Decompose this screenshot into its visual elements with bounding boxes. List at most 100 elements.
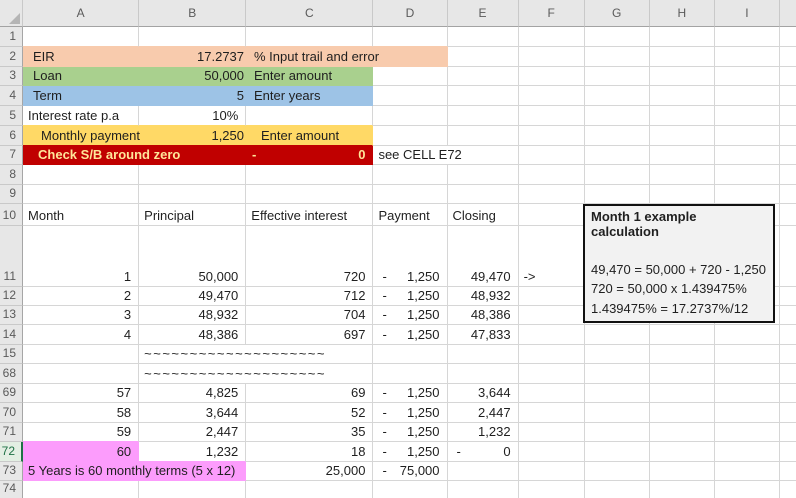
row-header-15[interactable]: 15 <box>0 345 24 364</box>
payment-cell[interactable]: - 1,250 <box>373 287 448 306</box>
cell[interactable] <box>246 106 374 126</box>
column-header-g[interactable]: G <box>584 0 650 27</box>
cell[interactable] <box>447 345 519 364</box>
cell[interactable] <box>518 165 585 185</box>
cell[interactable] <box>447 364 519 384</box>
interest-cell[interactable]: 52 <box>246 403 374 423</box>
cell[interactable] <box>649 384 715 403</box>
cell[interactable] <box>649 126 715 146</box>
cell[interactable] <box>23 345 140 364</box>
cell[interactable] <box>649 106 715 126</box>
row-header-9[interactable]: 9 <box>0 185 24 204</box>
cell[interactable] <box>373 67 448 86</box>
cell[interactable] <box>779 106 796 126</box>
cell[interactable] <box>584 345 650 364</box>
cell[interactable] <box>246 27 374 47</box>
cell[interactable] <box>373 481 448 498</box>
cell[interactable] <box>518 384 585 403</box>
cell[interactable] <box>373 126 448 146</box>
cell[interactable] <box>518 204 585 226</box>
cell[interactable] <box>447 27 519 47</box>
month-cell[interactable]: 58 <box>23 403 140 423</box>
payment-cell[interactable]: - 1,250 <box>373 384 448 403</box>
cell[interactable] <box>649 47 715 67</box>
cell[interactable] <box>23 481 140 498</box>
cell[interactable] <box>779 47 796 67</box>
cell[interactable] <box>518 47 585 67</box>
cell[interactable] <box>448 481 519 498</box>
cell[interactable] <box>518 462 585 481</box>
cell[interactable] <box>519 481 585 498</box>
payment-cell[interactable]: - 1,250 <box>373 306 448 325</box>
month-cell-selected[interactable]: 60 <box>23 442 140 462</box>
cell[interactable] <box>373 165 448 185</box>
cell[interactable] <box>649 67 715 86</box>
payment-cell[interactable]: - 1,250 <box>373 226 448 287</box>
cell[interactable] <box>518 442 585 462</box>
rate-value-cell[interactable]: 10% <box>139 106 247 126</box>
cell[interactable] <box>23 364 140 384</box>
interest-cell[interactable]: 18 <box>246 442 374 462</box>
closing-cell[interactable]: 48,932 <box>447 287 519 306</box>
cell[interactable] <box>714 185 780 204</box>
cell[interactable] <box>649 345 715 364</box>
cell[interactable] <box>649 325 715 345</box>
cell[interactable] <box>714 462 780 481</box>
monthly-payment-value[interactable]: 1,250 <box>211 128 245 143</box>
column-header-i[interactable]: I <box>714 0 780 27</box>
cell[interactable] <box>447 67 519 86</box>
cell[interactable] <box>518 364 585 384</box>
closing-cell[interactable]: 49,470 <box>447 226 519 287</box>
cell[interactable] <box>584 126 650 146</box>
month-cell[interactable]: 1 <box>23 226 140 287</box>
hidden-rows-separator[interactable]: ~~~~~~~~~~~~~~~~~~~~ <box>139 364 374 384</box>
cell[interactable] <box>714 47 780 67</box>
cell[interactable] <box>714 423 780 442</box>
cell[interactable] <box>518 126 585 146</box>
month-cell[interactable]: 57 <box>23 384 140 403</box>
cell[interactable] <box>714 442 780 462</box>
cell[interactable] <box>584 27 650 47</box>
column-header-b[interactable]: B <box>139 0 247 27</box>
cell[interactable] <box>584 423 650 442</box>
cell[interactable] <box>585 481 650 498</box>
cell[interactable] <box>779 204 796 226</box>
cell[interactable] <box>714 165 780 185</box>
cell[interactable] <box>23 185 140 204</box>
cell[interactable] <box>447 86 519 106</box>
cell[interactable] <box>779 384 796 403</box>
cell[interactable] <box>714 306 780 325</box>
rate-label-cell[interactable]: Interest rate p.a <box>23 106 140 126</box>
monthly-payment-band[interactable]: Monthly payment 1,250 Enter amount <box>23 126 374 146</box>
cell[interactable] <box>714 384 780 403</box>
cell[interactable] <box>779 146 796 165</box>
cell[interactable] <box>139 165 247 185</box>
cell[interactable] <box>447 47 519 67</box>
cell[interactable] <box>584 384 650 403</box>
cell[interactable] <box>518 345 585 364</box>
principal-cell[interactable]: 50,000 <box>139 226 247 287</box>
cell[interactable] <box>780 481 796 498</box>
row-header-74[interactable]: 74 <box>0 481 24 498</box>
column-header-f[interactable]: F <box>518 0 585 27</box>
cell[interactable] <box>23 27 140 47</box>
row-header-2[interactable]: 2 <box>0 47 24 67</box>
cell[interactable] <box>584 47 650 67</box>
closing-cell[interactable]: -0 <box>447 442 519 462</box>
principal-cell[interactable]: 1,232 <box>139 442 247 462</box>
cell[interactable] <box>584 403 650 423</box>
payment-cell[interactable]: - 1,250 <box>373 423 448 442</box>
payment-cell[interactable]: - 1,250 <box>373 442 448 462</box>
cell[interactable] <box>246 481 374 498</box>
cell[interactable] <box>373 364 448 384</box>
cell[interactable] <box>518 86 585 106</box>
cell[interactable] <box>447 165 519 185</box>
hidden-rows-separator[interactable]: ~~~~~~~~~~~~~~~~~~~~ <box>139 345 374 364</box>
cell[interactable] <box>584 165 650 185</box>
cell[interactable] <box>779 27 796 47</box>
cell[interactable] <box>23 165 140 185</box>
cell[interactable] <box>139 27 247 47</box>
row-header-14[interactable]: 14 <box>0 325 24 345</box>
col-title-month[interactable]: Month <box>23 204 140 226</box>
term-value[interactable]: 5 <box>236 88 245 103</box>
